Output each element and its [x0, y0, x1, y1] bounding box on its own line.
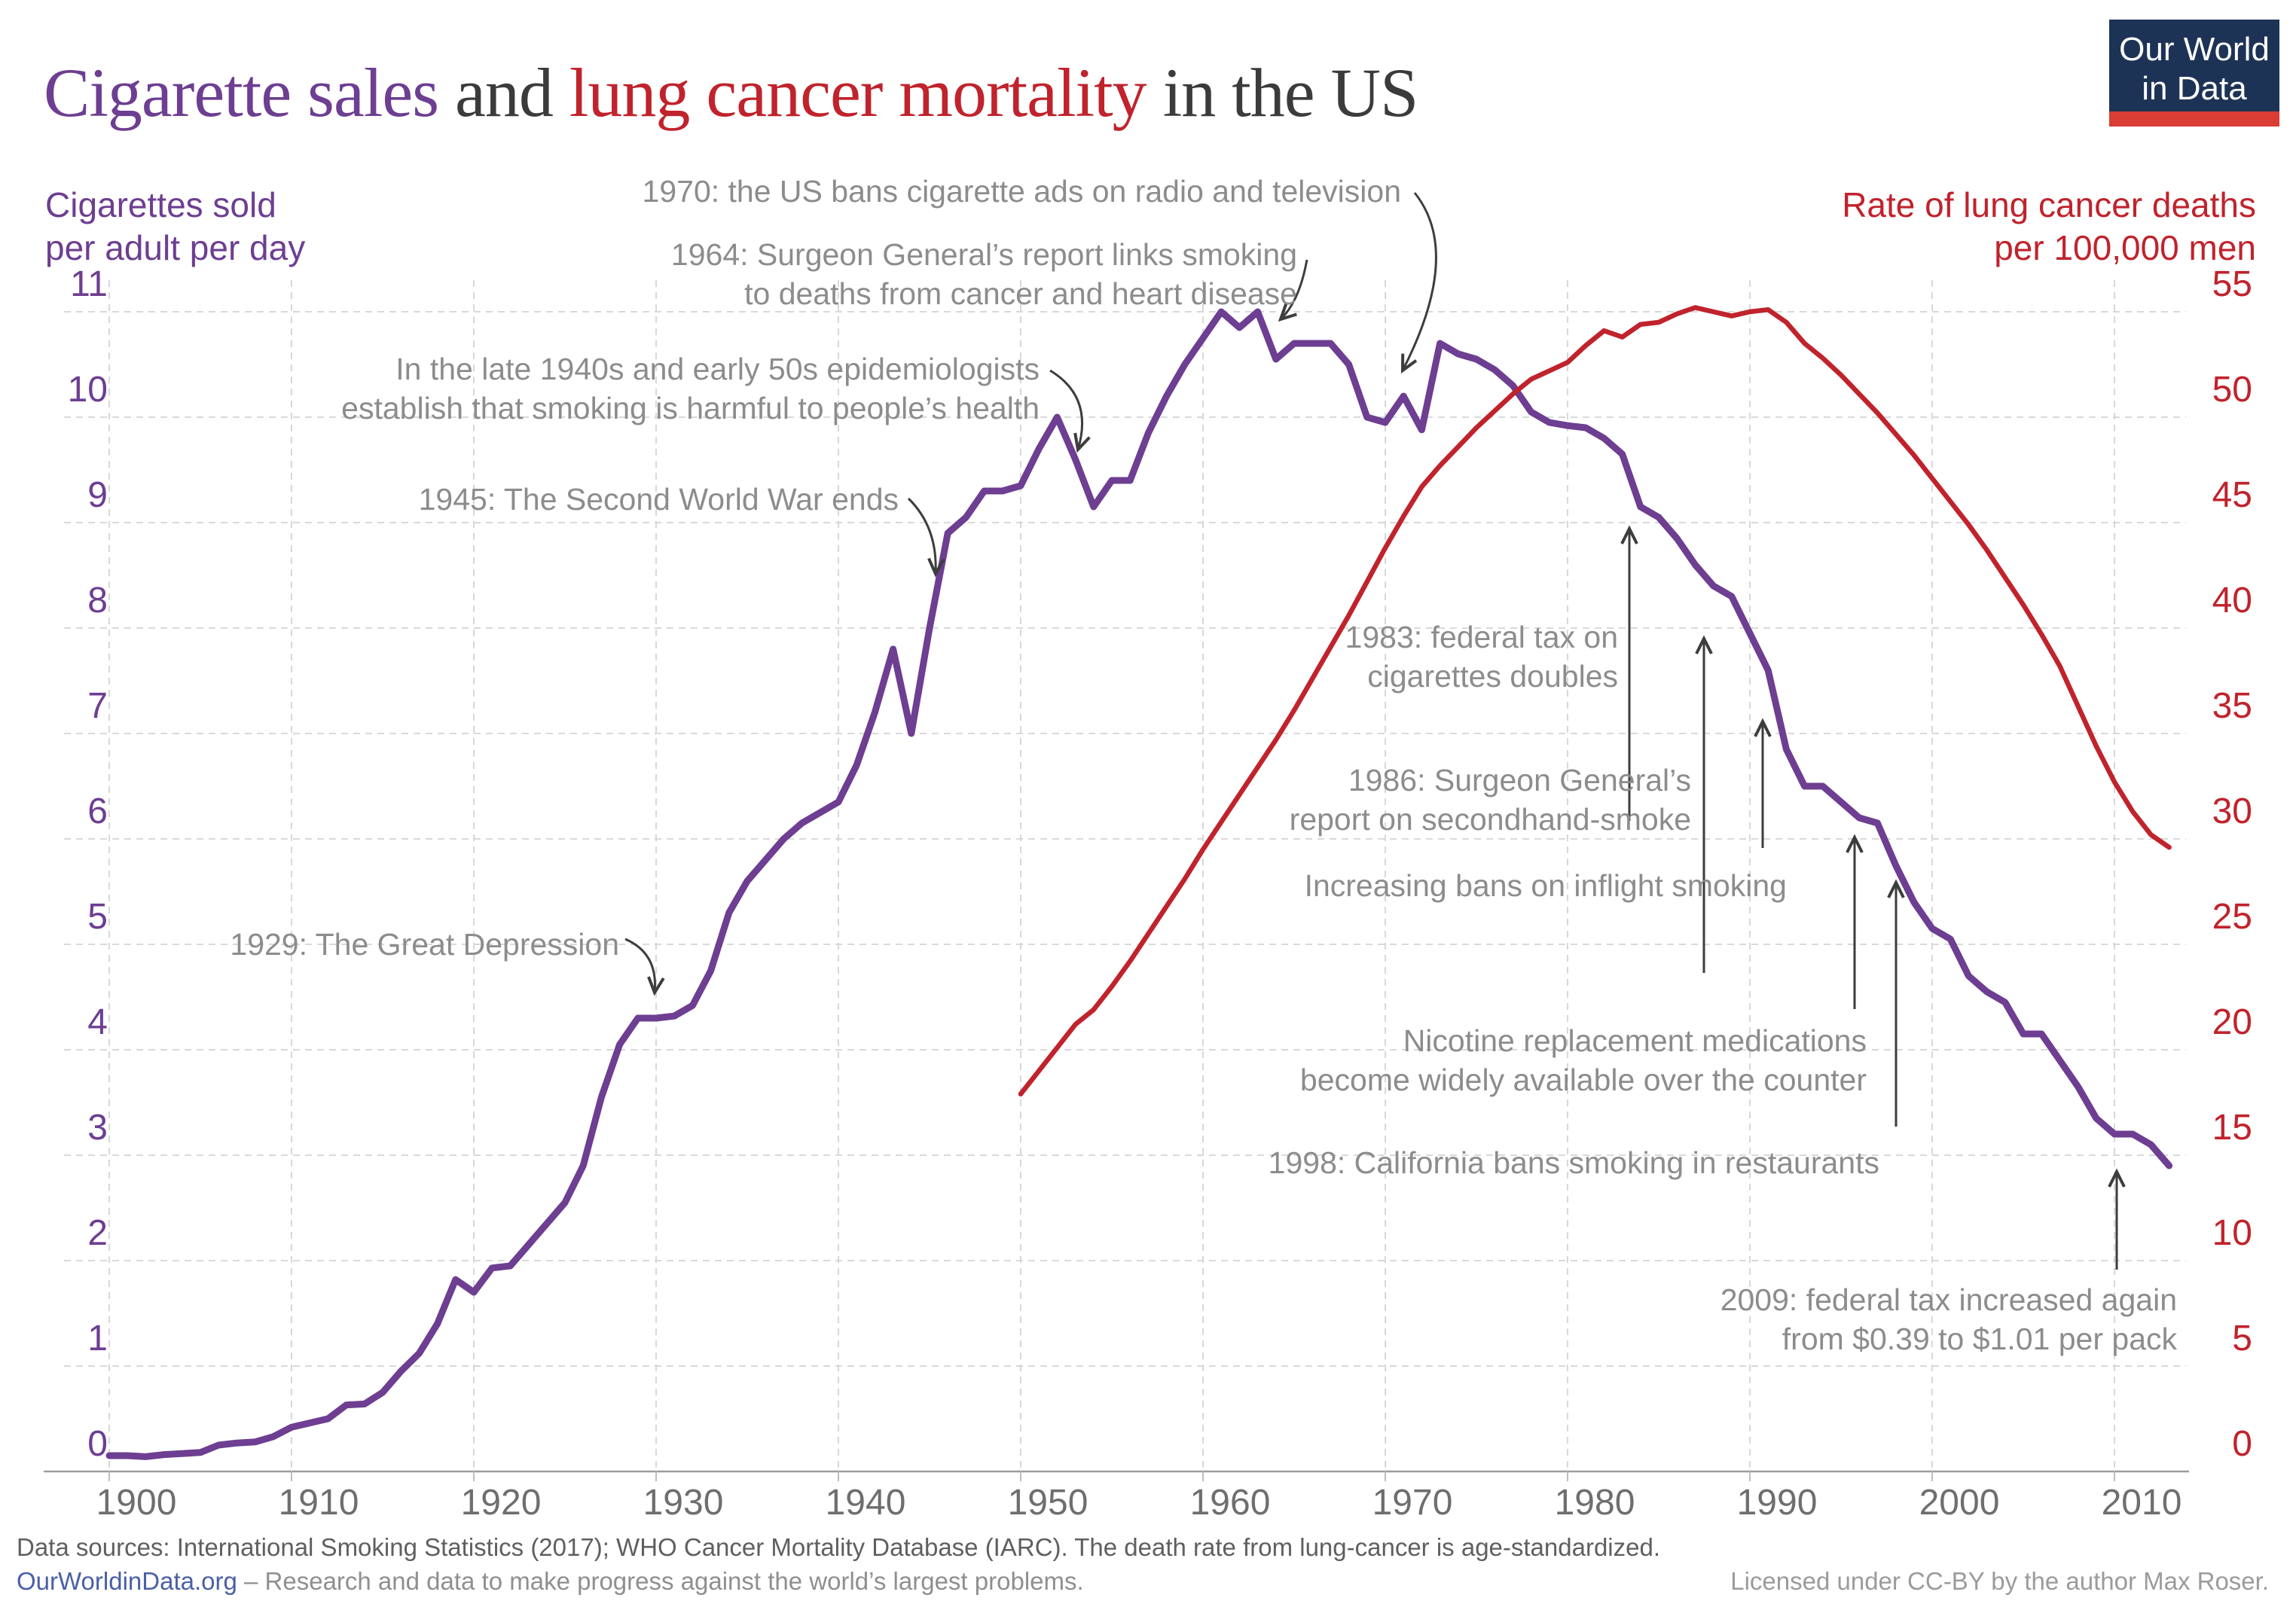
- y-left-label-0: 0: [87, 1424, 108, 1464]
- x-label-1930: 1930: [643, 1483, 724, 1523]
- logo-line1: Our World: [2119, 31, 2270, 68]
- y-left-label-4: 4: [87, 1002, 108, 1042]
- y-left-label-2: 2: [87, 1213, 108, 1253]
- annotation-5: 1983: federal tax on cigarettes doubles: [1345, 620, 1618, 694]
- annotation-1: 1964: Surgeon General’s report links smo…: [670, 237, 1297, 311]
- annotation-arrow-4: [624, 938, 665, 996]
- y-right-label-20: 20: [2212, 1002, 2252, 1042]
- logo-red-bar: [2109, 111, 2279, 127]
- annotation-9: 1998: California bans smoking in restaur…: [1268, 1145, 1879, 1180]
- owid-logo: Our World in Data: [2109, 20, 2279, 127]
- annotation-arrow-3: [907, 497, 945, 578]
- y-left-label-9: 9: [87, 475, 108, 515]
- page-title: Cigarette sales and lung cancer mortalit…: [44, 53, 1418, 133]
- left-axis-title: Cigarettes sold per adult per day: [45, 185, 306, 267]
- title-segment-1: and: [438, 53, 569, 131]
- annotation-2: In the late 1940s and early 50s epidemio…: [341, 352, 1040, 425]
- annotation-8: Nicotine replacement medications become w…: [1299, 1023, 1867, 1097]
- x-label-1920: 1920: [460, 1483, 542, 1523]
- y-left-label-5: 5: [87, 897, 108, 937]
- x-label-1970: 1970: [1372, 1483, 1453, 1523]
- series-lung-cancer-mortality: [1018, 305, 2172, 1097]
- annotation-arrow-2: [1049, 369, 1091, 453]
- y-right-label-15: 15: [2212, 1108, 2252, 1148]
- x-label-1940: 1940: [825, 1483, 906, 1523]
- x-label-1980: 1980: [1554, 1483, 1635, 1523]
- x-label-1990: 1990: [1736, 1483, 1818, 1523]
- y-right-label-50: 50: [2212, 370, 2252, 410]
- annotation-6: 1986: Surgeon General’s report on secondh…: [1289, 763, 1691, 837]
- series-cigarette-sales: [105, 308, 2173, 1460]
- y-right-label-5: 5: [2232, 1319, 2252, 1359]
- footer-tagline-text: – Research and data to make progress aga…: [237, 1567, 1084, 1595]
- x-label-1950: 1950: [1007, 1483, 1088, 1523]
- title-segment-2: lung cancer mortality: [569, 53, 1147, 131]
- y-left-label-1: 1: [87, 1319, 108, 1359]
- y-left-label-3: 3: [87, 1108, 108, 1148]
- y-right-label-45: 45: [2212, 475, 2252, 515]
- annotation-arrow-1: [1278, 259, 1308, 322]
- annotation-arrows: [624, 192, 2126, 1270]
- x-label-2010: 2010: [2101, 1483, 2182, 1523]
- y-right-label-10: 10: [2212, 1213, 2252, 1253]
- x-label-2000: 2000: [1919, 1483, 2000, 1523]
- y-right-label-35: 35: [2212, 686, 2252, 726]
- annotation-arrow-0: [1400, 192, 1437, 374]
- annotation-0: 1970: the US bans cigarette ads on radio…: [642, 174, 1401, 209]
- x-label-1900: 1900: [96, 1483, 177, 1523]
- x-label-1910: 1910: [278, 1483, 359, 1523]
- annotation-4: 1929: The Great Depression: [230, 927, 619, 962]
- x-label-1960: 1960: [1189, 1483, 1271, 1523]
- title-segment-0: Cigarette sales: [44, 53, 439, 131]
- data-sources-note: Data sources: International Smoking Stat…: [17, 1533, 1661, 1561]
- y-left-label-8: 8: [87, 581, 108, 621]
- footer-tagline: OurWorldinData.org – Research and data t…: [17, 1567, 1084, 1596]
- x-axis-line: [44, 1470, 2189, 1481]
- annotation-10: 2009: federal tax increased again from $0…: [1720, 1282, 2177, 1356]
- license-note: Licensed under CC-BY by the author Max R…: [1730, 1567, 2269, 1595]
- logo-line2: in Data: [2142, 70, 2247, 107]
- y-right-label-55: 55: [2212, 264, 2252, 304]
- owid-link[interactable]: OurWorldinData.org: [17, 1567, 237, 1595]
- y-left-label-11: 11: [70, 264, 108, 304]
- y-left-label-6: 6: [87, 791, 108, 831]
- annotation-3: 1945: The Second World War ends: [418, 482, 899, 517]
- right-axis-title: Rate of lung cancer deaths per 100,000 m…: [1842, 185, 2256, 267]
- annotation-7: Increasing bans on inflight smoking: [1304, 868, 1787, 903]
- data-series: [105, 305, 2173, 1460]
- y-left-label-7: 7: [87, 686, 108, 726]
- y-right-label-40: 40: [2212, 581, 2252, 621]
- y-right-label-30: 30: [2212, 791, 2252, 831]
- y-right-label-25: 25: [2212, 897, 2252, 937]
- y-left-label-10: 10: [67, 370, 108, 410]
- y-right-label-0: 0: [2232, 1424, 2252, 1464]
- title-segment-3: in the US: [1146, 53, 1419, 131]
